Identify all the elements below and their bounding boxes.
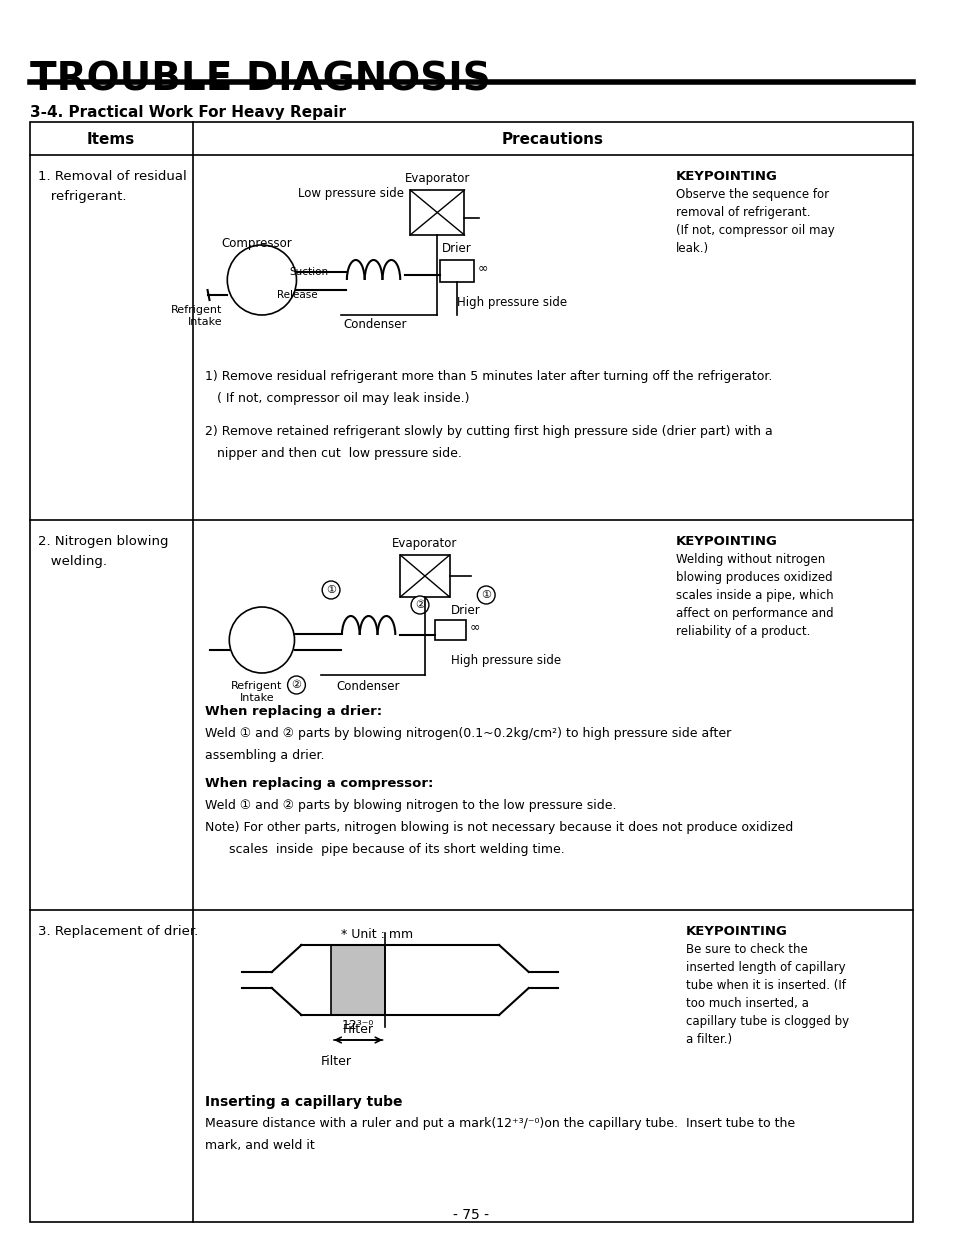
Text: Items: Items bbox=[87, 132, 135, 147]
Text: Evaporator: Evaporator bbox=[392, 537, 457, 549]
Text: Compressor: Compressor bbox=[221, 237, 292, 250]
Circle shape bbox=[287, 676, 305, 694]
Text: 3. Replacement of drier.: 3. Replacement of drier. bbox=[37, 925, 197, 938]
Text: High pressure side: High pressure side bbox=[450, 654, 560, 666]
Text: Condenser: Condenser bbox=[336, 680, 400, 694]
Text: assembling a drier.: assembling a drier. bbox=[204, 750, 324, 762]
Text: ①: ① bbox=[326, 585, 335, 595]
Text: 2) Remove retained refrigerant slowly by cutting first high pressure side (drier: 2) Remove retained refrigerant slowly by… bbox=[204, 425, 772, 438]
Text: Measure distance with a ruler and put a mark(12⁺³/⁻⁰)on the capillary tube.  Ins: Measure distance with a ruler and put a … bbox=[204, 1117, 794, 1130]
Text: Drier: Drier bbox=[450, 604, 480, 617]
Bar bbox=[30, 122, 912, 1222]
Text: Refrigent
Intake: Refrigent Intake bbox=[171, 305, 222, 327]
Text: Welding without nitrogen
blowing produces oxidized
scales inside a pipe, which
a: Welding without nitrogen blowing produce… bbox=[676, 553, 833, 638]
Text: ∞: ∞ bbox=[476, 261, 487, 275]
Bar bbox=[331, 945, 385, 1016]
Bar bbox=[400, 556, 449, 597]
Text: Suction: Suction bbox=[290, 267, 329, 277]
Circle shape bbox=[476, 585, 495, 604]
Text: KEYPOINTING: KEYPOINTING bbox=[676, 170, 777, 183]
Text: Filter: Filter bbox=[342, 1023, 374, 1035]
Circle shape bbox=[322, 580, 339, 599]
Bar bbox=[435, 620, 466, 640]
Text: scales  inside  pipe because of its short welding time.: scales inside pipe because of its short … bbox=[204, 843, 564, 856]
Text: Filter: Filter bbox=[320, 1055, 351, 1068]
Text: KEYPOINTING: KEYPOINTING bbox=[685, 925, 787, 938]
Text: ①: ① bbox=[480, 590, 491, 600]
Text: Condenser: Condenser bbox=[343, 318, 407, 331]
Text: Note) For other parts, nitrogen blowing is not necessary because it does not pro: Note) For other parts, nitrogen blowing … bbox=[204, 820, 792, 834]
Text: Drier: Drier bbox=[442, 242, 472, 255]
Text: 2. Nitrogen blowing: 2. Nitrogen blowing bbox=[37, 534, 168, 548]
Text: ②: ② bbox=[292, 680, 301, 690]
Text: Refrigent
Intake: Refrigent Intake bbox=[231, 681, 282, 702]
Text: nipper and then cut  low pressure side.: nipper and then cut low pressure side. bbox=[204, 447, 461, 460]
Text: ∞: ∞ bbox=[469, 620, 479, 634]
Text: Release: Release bbox=[276, 290, 317, 300]
Text: Be sure to check the
inserted length of capillary
tube when it is inserted. (If
: Be sure to check the inserted length of … bbox=[685, 943, 848, 1047]
Circle shape bbox=[411, 595, 429, 614]
Text: Evaporator: Evaporator bbox=[404, 172, 470, 185]
Text: mark, and weld it: mark, and weld it bbox=[204, 1139, 314, 1152]
Text: Observe the sequence for
removal of refrigerant.
(If not, compressor oil may
lea: Observe the sequence for removal of refr… bbox=[676, 188, 834, 255]
Text: KEYPOINTING: KEYPOINTING bbox=[676, 534, 777, 548]
Text: 3-4. Practical Work For Heavy Repair: 3-4. Practical Work For Heavy Repair bbox=[30, 104, 345, 121]
Text: * Unit : mm: * Unit : mm bbox=[340, 929, 413, 941]
Text: ②: ② bbox=[415, 600, 425, 610]
Text: 1) Remove residual refrigerant more than 5 minutes later after turning off the r: 1) Remove residual refrigerant more than… bbox=[204, 370, 771, 383]
Text: refrigerant.: refrigerant. bbox=[37, 190, 126, 203]
Text: TROUBLE DIAGNOSIS: TROUBLE DIAGNOSIS bbox=[30, 60, 490, 98]
Bar bbox=[439, 260, 474, 282]
Text: - 75 -: - 75 - bbox=[453, 1208, 489, 1222]
Bar bbox=[410, 190, 464, 235]
Text: Precautions: Precautions bbox=[501, 132, 603, 147]
Text: ( If not, compressor oil may leak inside.): ( If not, compressor oil may leak inside… bbox=[204, 392, 469, 405]
Text: When replacing a drier:: When replacing a drier: bbox=[204, 705, 381, 718]
Text: Weld ① and ② parts by blowing nitrogen to the low pressure side.: Weld ① and ② parts by blowing nitrogen t… bbox=[204, 799, 616, 812]
Text: Inserting a capillary tube: Inserting a capillary tube bbox=[204, 1095, 401, 1109]
Text: When replacing a compressor:: When replacing a compressor: bbox=[204, 777, 433, 791]
Text: 1. Removal of residual: 1. Removal of residual bbox=[37, 170, 186, 183]
Text: welding.: welding. bbox=[37, 556, 107, 568]
Text: Low pressure side: Low pressure side bbox=[297, 186, 403, 200]
Text: High pressure side: High pressure side bbox=[456, 296, 567, 308]
Text: Weld ① and ② parts by blowing nitrogen(0.1~0.2kg/cm²) to high pressure side afte: Weld ① and ② parts by blowing nitrogen(0… bbox=[204, 727, 730, 740]
Text: 12³⁻⁰: 12³⁻⁰ bbox=[342, 1019, 374, 1032]
